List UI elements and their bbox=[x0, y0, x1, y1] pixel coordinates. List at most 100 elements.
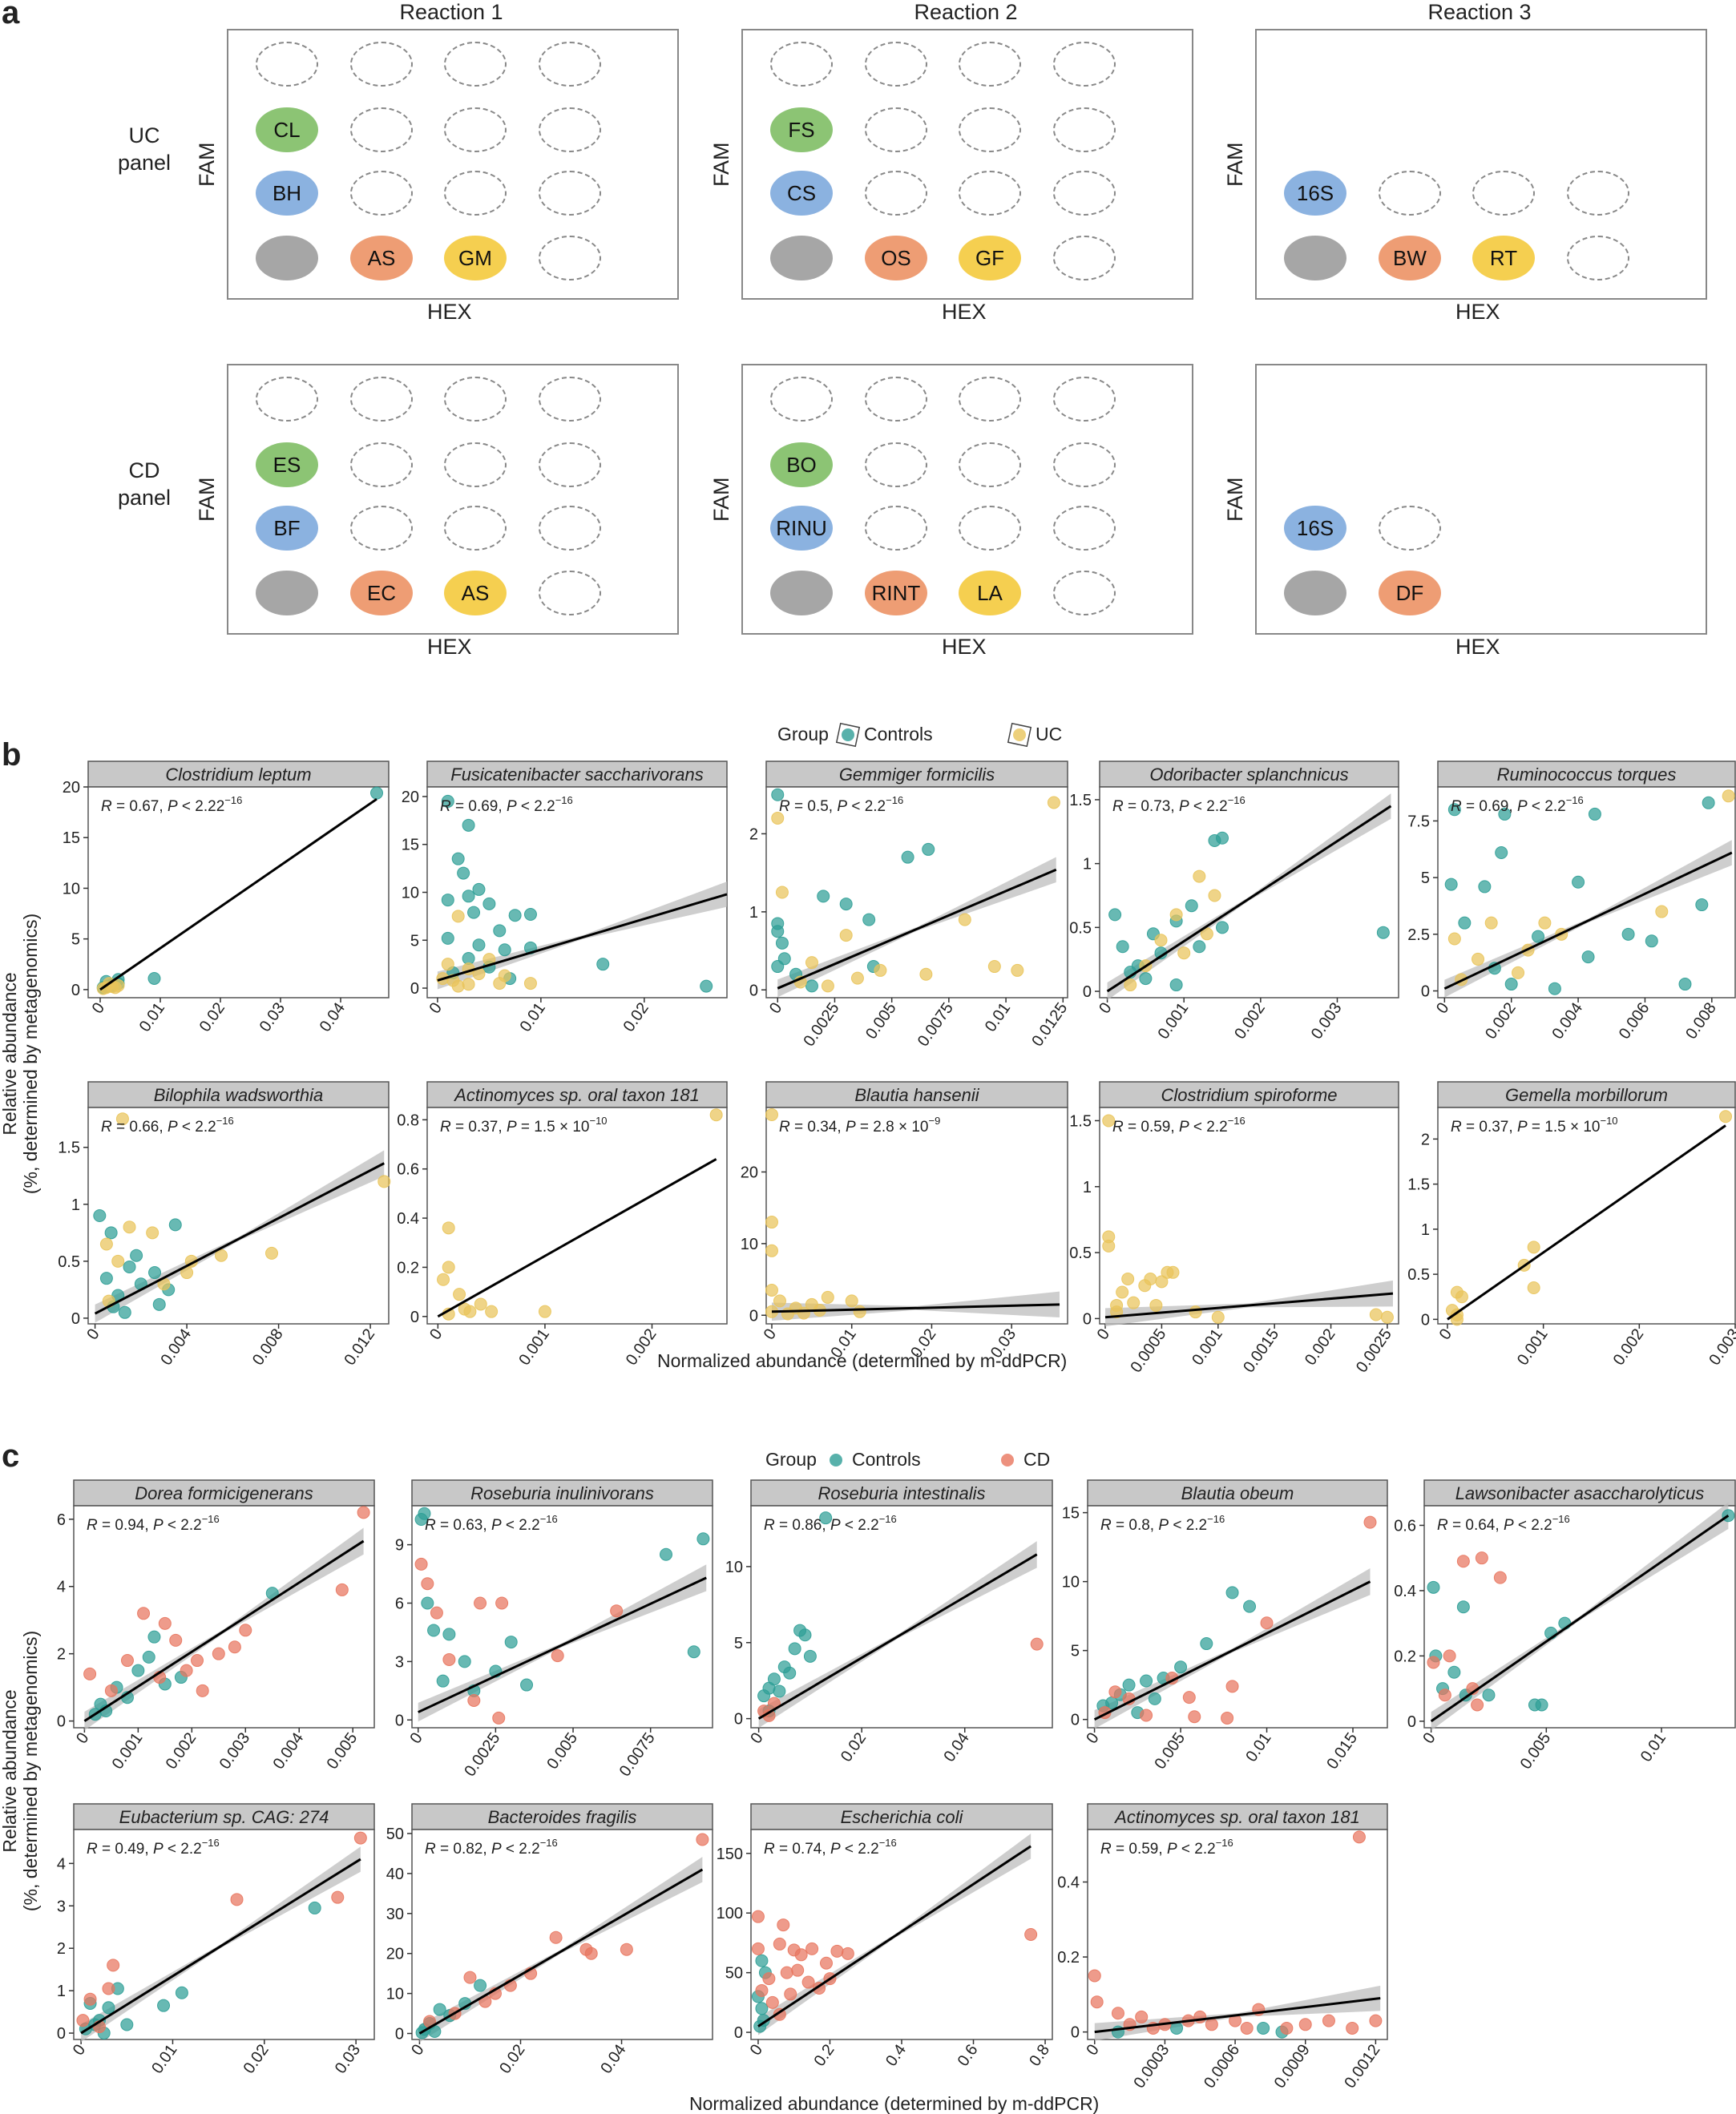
y-tick-label: 10 bbox=[386, 1986, 404, 2003]
stat-r: R bbox=[425, 1517, 436, 1534]
y-tick-label: 15 bbox=[1062, 1505, 1080, 1523]
data-point bbox=[1116, 940, 1129, 954]
y-axis-title-c-line1: Relative abundance bbox=[0, 1689, 20, 1852]
data-point bbox=[1498, 807, 1512, 821]
empty-droplet-cluster bbox=[1379, 171, 1441, 216]
regression-line bbox=[418, 1576, 707, 1713]
x-tick-label: 0.02 bbox=[496, 2041, 528, 2077]
y-tick-label: 0.5 bbox=[58, 1253, 80, 1271]
empty-droplet-cluster bbox=[1053, 377, 1116, 422]
data-point bbox=[1695, 898, 1709, 912]
facet-panel: Bacteroides fragilis 0 10 20 30 40 50 0 0.02 0.04… bbox=[386, 1803, 713, 2077]
stat-exponent: −16 bbox=[1552, 1513, 1570, 1525]
stat-r: R bbox=[764, 1517, 775, 1534]
empty-droplet-cluster bbox=[865, 171, 927, 216]
data-point bbox=[1216, 921, 1229, 934]
stat-exponent: −16 bbox=[879, 1837, 897, 1849]
data-point bbox=[239, 1624, 252, 1637]
data-point bbox=[137, 1607, 151, 1620]
stat-p-value: < 2.2 bbox=[517, 798, 555, 815]
data-point bbox=[1122, 1678, 1136, 1692]
data-point bbox=[107, 1959, 120, 1972]
data-point bbox=[1139, 972, 1153, 986]
y-tick-label: 0.2 bbox=[1394, 1648, 1416, 1665]
data-point bbox=[482, 897, 496, 910]
y-tick-label: 0 bbox=[57, 1713, 66, 1731]
data-point bbox=[370, 786, 383, 800]
data-point bbox=[687, 1645, 700, 1659]
data-point bbox=[805, 979, 818, 993]
confidence-band bbox=[757, 1834, 1032, 2035]
droplet-cluster-AS: AS bbox=[444, 571, 507, 615]
data-point bbox=[771, 925, 785, 938]
data-point bbox=[1154, 934, 1168, 947]
empty-droplet-cluster bbox=[539, 377, 601, 422]
stat-p-value: = 1.5 × 10 bbox=[1528, 1119, 1601, 1136]
data-point bbox=[1200, 927, 1213, 941]
reaction-title: Reaction 1 bbox=[399, 0, 503, 24]
stat-exponent: −16 bbox=[886, 794, 903, 806]
facet-title: Gemella morbillorum bbox=[1505, 1085, 1668, 1105]
x-tick-label: 0.005 bbox=[1151, 1729, 1189, 1773]
hex-axis-label: HEX bbox=[427, 300, 472, 324]
data-point bbox=[862, 913, 876, 926]
data-point bbox=[1369, 2014, 1383, 2027]
stat-r: R bbox=[101, 1119, 112, 1136]
hex-axis-label: HEX bbox=[942, 300, 987, 324]
y-tick-label: 15 bbox=[402, 837, 419, 854]
empty-droplet-cluster bbox=[865, 506, 927, 551]
y-tick-label: 2 bbox=[57, 1940, 66, 1958]
data-point bbox=[1527, 1241, 1540, 1254]
data-point bbox=[584, 1947, 598, 1960]
facet-title: Roseburia inulinivorans bbox=[470, 1483, 654, 1503]
data-point bbox=[696, 1532, 710, 1546]
x-tick-label: 0.04 bbox=[940, 1729, 972, 1765]
stat-p-value: < 2.2 bbox=[1177, 1841, 1216, 1858]
stat-p: P bbox=[1504, 1517, 1514, 1534]
data-point bbox=[1193, 940, 1206, 954]
y-tick-label: 0 bbox=[1083, 1310, 1092, 1328]
facet-title: Actinomyces sp. oral taxon 181 bbox=[1113, 1807, 1360, 1827]
data-point bbox=[169, 1633, 183, 1647]
x-tick-label: 0.02 bbox=[240, 2041, 273, 2077]
y-tick-label: 0 bbox=[71, 982, 80, 999]
data-point bbox=[1493, 1571, 1507, 1584]
data-point bbox=[1538, 916, 1552, 930]
stat-p-value: < 2.2 bbox=[847, 798, 886, 815]
data-point bbox=[839, 898, 853, 911]
empty-droplet-cluster bbox=[1567, 236, 1629, 280]
x-tick-label: 0.0012 bbox=[1341, 2041, 1383, 2092]
stat-exponent: −16 bbox=[1566, 794, 1584, 806]
facet-panel: Actinomyces sp. oral taxon 181 0 0.2 0.4 0.6… bbox=[397, 1081, 728, 1369]
data-point bbox=[442, 1628, 456, 1641]
data-point bbox=[1527, 1281, 1540, 1294]
plot-frame bbox=[765, 1107, 1068, 1325]
data-point bbox=[131, 1664, 145, 1677]
data-point bbox=[441, 931, 454, 945]
data-point bbox=[922, 842, 935, 856]
y-tick-label: 0 bbox=[57, 2025, 66, 2043]
data-point bbox=[1369, 1308, 1383, 1321]
data-point bbox=[1188, 1710, 1201, 1724]
data-point bbox=[115, 1112, 129, 1126]
stat-exponent: −16 bbox=[540, 1837, 558, 1849]
facet-panel: Gemmiger formicilis 0 1 2 0 0.0025 0.005 0.0075… bbox=[749, 760, 1071, 1050]
empty-droplet-cluster bbox=[256, 377, 318, 422]
data-point bbox=[1475, 1551, 1488, 1565]
y-tick-label: 5 bbox=[1071, 1643, 1080, 1660]
empty-droplet-cluster bbox=[1053, 236, 1116, 280]
regression-line bbox=[94, 1162, 385, 1315]
y-tick-label: 10 bbox=[725, 1559, 743, 1576]
x-tick-label: 0.003 bbox=[1308, 999, 1346, 1043]
y-tick-label: 0 bbox=[1071, 1712, 1080, 1729]
data-point bbox=[1678, 978, 1692, 991]
facet-panel: Actinomyces sp. oral taxon 181 0 0.2 0.4 0 0.… bbox=[1057, 1803, 1388, 2092]
data-point bbox=[1185, 899, 1198, 913]
stat-r-value: = 0.63, bbox=[436, 1517, 491, 1534]
stat-p-value: < 2.2 bbox=[1528, 798, 1566, 815]
data-point bbox=[458, 1655, 471, 1668]
empty-droplet-cluster bbox=[959, 442, 1021, 487]
y-tick-label: 5 bbox=[410, 932, 419, 950]
y-tick-label: 0.2 bbox=[1057, 1949, 1080, 1967]
stat-annotation: R = 0.8, P < 2.2−16 bbox=[1100, 1513, 1225, 1534]
